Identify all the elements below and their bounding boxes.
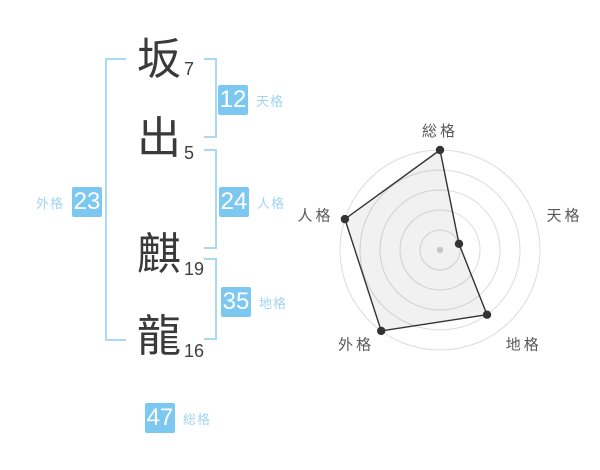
stroke-count-1: 7 xyxy=(184,59,195,79)
name-char-2: 出 xyxy=(137,114,181,163)
chikaku-score-row: 35 地格 xyxy=(221,287,287,317)
radar-ring xyxy=(379,189,501,311)
gaikaku-score-row: 外格 23 xyxy=(36,187,103,217)
radar-point-2 xyxy=(454,239,464,248)
radar-axis-label-5: 人格 xyxy=(297,207,333,224)
radar-point-4 xyxy=(377,326,386,336)
chikaku-bracket xyxy=(204,258,217,340)
radar-axis-label-3: 地格 xyxy=(506,337,542,354)
radar-axis-label-2: 天格 xyxy=(547,207,583,224)
radar-point-1 xyxy=(435,145,445,155)
soukaku-score-row: 47 総格 xyxy=(145,403,211,433)
soukaku-score-badge: 47 xyxy=(145,403,175,433)
tenkaku-score-label: 天格 xyxy=(256,93,285,109)
jinkaku-bracket xyxy=(204,149,217,249)
tenkaku-score-row: 12 天格 xyxy=(218,85,284,115)
stroke-count-4: 16 xyxy=(184,341,205,361)
radar-rings xyxy=(339,149,541,351)
stroke-count-3: 19 xyxy=(184,259,205,279)
radar-ring xyxy=(419,229,461,271)
tenkaku-score-badge: 12 xyxy=(218,85,248,115)
tenkaku-bracket xyxy=(204,58,217,138)
radar-center-dot xyxy=(436,246,444,254)
gaikaku-bracket xyxy=(105,58,126,341)
chikaku-score-badge: 35 xyxy=(221,287,251,317)
radar-point-3 xyxy=(482,310,492,319)
radar-ring xyxy=(359,169,521,331)
radar-axis-label-4: 外格 xyxy=(338,337,374,354)
gaikaku-score-label: 外格 xyxy=(36,195,65,211)
radar-point-5 xyxy=(340,214,350,224)
radar-vertices xyxy=(340,145,492,336)
chikaku-score-label: 地格 xyxy=(259,295,288,311)
jinkaku-score-badge: 24 xyxy=(219,187,249,217)
name-char-3: 麒 xyxy=(137,230,181,279)
soukaku-score-label: 総格 xyxy=(183,411,212,427)
jinkaku-score-row: 24 人格 xyxy=(219,187,285,217)
radar-axis-label-1: 総格 xyxy=(422,123,458,140)
radar-polygon xyxy=(344,148,488,332)
name-char-1: 坂 xyxy=(137,35,181,84)
gaikaku-score-badge: 23 xyxy=(72,187,103,217)
stroke-count-2: 5 xyxy=(184,143,195,163)
name-char-4: 龍 xyxy=(137,312,181,361)
radar-ring xyxy=(399,209,481,291)
jinkaku-score-label: 人格 xyxy=(257,195,286,211)
